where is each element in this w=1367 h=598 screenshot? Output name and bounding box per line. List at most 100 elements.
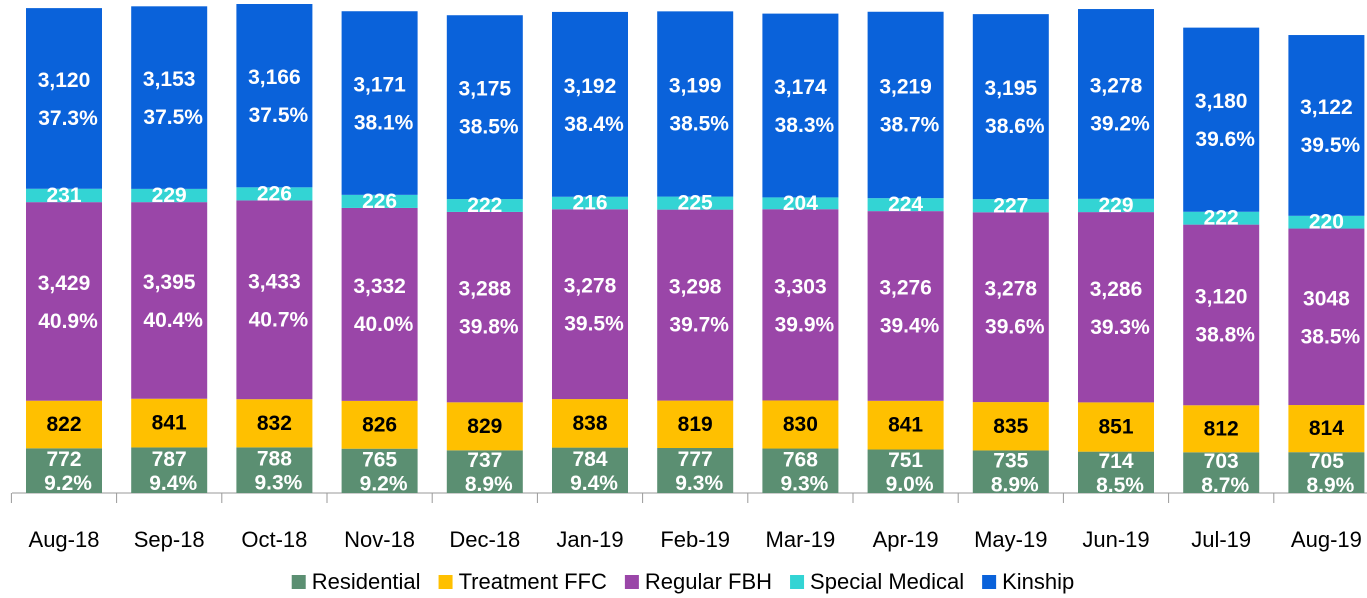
- bar-segment: [1078, 198, 1154, 213]
- value-label: 3,395: [143, 271, 196, 294]
- value-label: 3,278: [985, 278, 1038, 301]
- legend-label: Special Medical: [810, 569, 964, 594]
- value-label: 3,276: [879, 277, 932, 300]
- share-label: 38.8%: [1195, 323, 1255, 346]
- value-label: 3,120: [1195, 285, 1248, 308]
- share-label: 9.2%: [44, 472, 92, 495]
- share-label: 39.6%: [985, 316, 1045, 339]
- bar-segment: [1078, 402, 1154, 452]
- legend-label: Kinship: [1002, 569, 1074, 594]
- value-label: 768: [783, 448, 818, 471]
- bar-segment: [446, 402, 523, 451]
- share-label: 8.9%: [991, 473, 1039, 496]
- value-label: 3,122: [1300, 96, 1353, 119]
- value-label: 822: [46, 413, 81, 436]
- bar-segment: [131, 202, 208, 399]
- bar-segment: [867, 11, 944, 199]
- share-label: 8.9%: [465, 473, 513, 496]
- value-label: 3,174: [774, 76, 827, 99]
- bar-segment: [657, 448, 734, 493]
- x-tick-label: Oct-18: [241, 527, 307, 552]
- share-label: 39.9%: [775, 313, 835, 336]
- x-tick-label: Feb-19: [660, 527, 730, 552]
- bar-segment: [1288, 452, 1365, 493]
- legend-swatch: [438, 575, 453, 589]
- value-label: 3,433: [248, 270, 301, 293]
- legend-label: Treatment FFC: [459, 569, 607, 594]
- value-label: 819: [678, 413, 713, 436]
- bar-segment: [657, 196, 734, 210]
- bar-segment: [1183, 27, 1260, 212]
- value-label: 841: [152, 412, 187, 435]
- value-label: 838: [572, 412, 607, 435]
- value-label: 3,120: [38, 69, 91, 92]
- bar-segment: [236, 399, 313, 448]
- bar-segment: [1183, 211, 1260, 225]
- bar-segment: [1078, 9, 1154, 199]
- value-label: 222: [467, 194, 502, 217]
- bar-segment: [26, 202, 102, 401]
- share-label: 8.9%: [1306, 474, 1354, 497]
- value-label: 3,429: [38, 272, 91, 295]
- bar-segment: [552, 196, 628, 210]
- value-label: 226: [362, 190, 397, 213]
- bar-segment: [446, 199, 523, 212]
- bar-segment: [552, 209, 628, 400]
- bar-segment: [867, 400, 944, 450]
- x-tick-label: Dec-18: [449, 527, 520, 552]
- value-label: 227: [993, 194, 1028, 217]
- x-tick-label: Aug-18: [29, 527, 100, 552]
- share-label: 8.7%: [1201, 474, 1249, 497]
- value-label: 3,153: [143, 68, 196, 91]
- bar-segment: [341, 400, 418, 449]
- bar-segment: [1288, 35, 1365, 216]
- bar-segment: [1288, 405, 1365, 453]
- value-label: 705: [1309, 450, 1344, 473]
- bar-segment: [972, 402, 1049, 451]
- value-label: 714: [1098, 450, 1133, 473]
- bar-segment: [26, 8, 102, 189]
- bar-segment: [131, 6, 208, 189]
- x-tick-label: Aug-19: [1291, 527, 1362, 552]
- share-label: 39.2%: [1090, 112, 1150, 135]
- bar-segment: [341, 207, 418, 401]
- value-label: 3,278: [564, 275, 617, 298]
- share-label: 9.3%: [675, 472, 723, 495]
- value-label: 229: [1098, 194, 1133, 217]
- share-label: 38.5%: [459, 116, 519, 139]
- bar-segment: [762, 13, 839, 198]
- bar-segment: [867, 198, 944, 212]
- share-label: 40.4%: [143, 309, 203, 332]
- share-label: 9.2%: [360, 472, 408, 495]
- bar-segment: [762, 209, 839, 401]
- x-tick-label: Jan-19: [556, 527, 623, 552]
- bar-segment: [236, 200, 313, 400]
- bar-segment: [131, 447, 208, 493]
- value-label: 3,332: [353, 275, 406, 298]
- share-label: 38.3%: [775, 114, 835, 137]
- legend-swatch: [291, 575, 306, 589]
- share-label: 39.7%: [669, 314, 729, 337]
- bar-segment: [446, 450, 523, 493]
- value-label: 229: [152, 184, 187, 207]
- value-label: 3,199: [669, 75, 722, 98]
- share-label: 38.7%: [880, 114, 940, 137]
- share-label: 9.0%: [886, 473, 934, 496]
- value-label: 735: [993, 449, 1028, 472]
- value-label: 220: [1309, 211, 1344, 234]
- bar-segment: [1078, 451, 1154, 493]
- share-label: 37.5%: [143, 106, 203, 129]
- value-label: 3,195: [985, 77, 1038, 100]
- bar-segment: [341, 194, 418, 208]
- share-label: 37.3%: [38, 107, 98, 130]
- bar-segment: [972, 199, 1049, 213]
- share-label: 39.3%: [1090, 316, 1150, 339]
- bar-segment: [657, 209, 734, 401]
- bar-segment: [972, 450, 1049, 493]
- share-label: 40.9%: [38, 310, 98, 333]
- legend-label: Residential: [312, 569, 421, 594]
- value-label: 832: [257, 412, 292, 435]
- share-label: 40.7%: [249, 308, 309, 331]
- share-label: 40.0%: [354, 313, 414, 336]
